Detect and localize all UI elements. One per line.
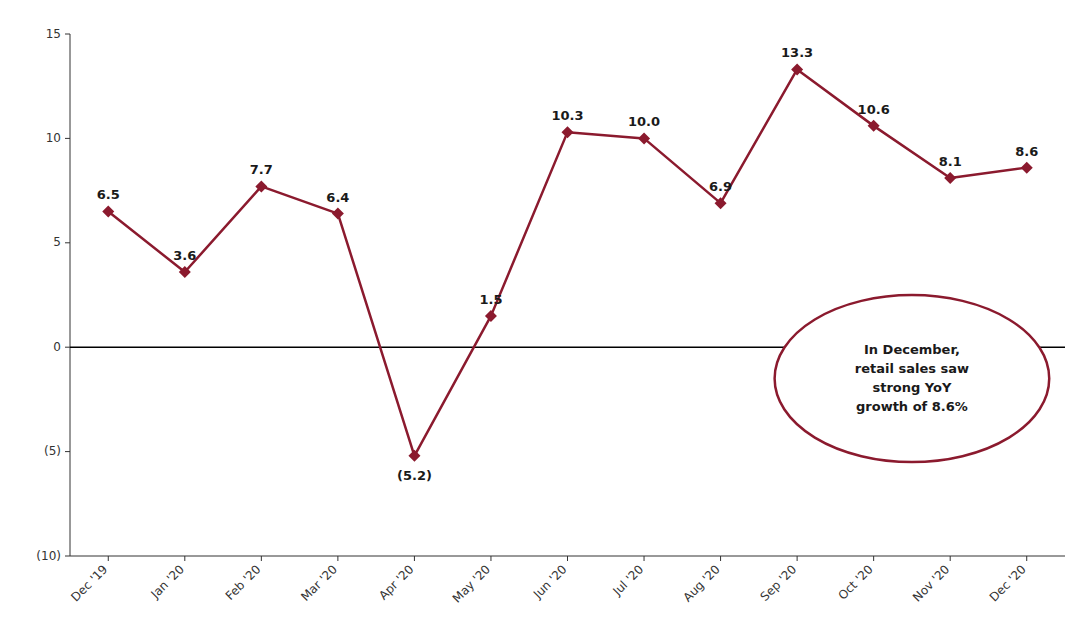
marker — [179, 266, 191, 278]
marker — [255, 180, 267, 192]
marker — [868, 120, 880, 132]
x-tick — [873, 556, 874, 561]
marker — [1021, 162, 1033, 174]
y-tick — [65, 347, 70, 348]
y-axis: (10) (5) 0 5 10 15 — [36, 27, 70, 563]
y-axis-line — [70, 34, 71, 556]
x-tick-label: Apr '20 — [376, 562, 416, 602]
data-label: 1.5 — [479, 292, 502, 307]
marker — [638, 132, 650, 144]
data-label: 8.1 — [939, 154, 962, 169]
x-tick-label: Nov '20 — [910, 562, 952, 604]
data-label: 6.9 — [709, 179, 732, 194]
x-tick-label: Mar '20 — [298, 562, 340, 604]
x-tick-label: Dec '19 — [68, 562, 110, 604]
data-label: 6.5 — [97, 187, 120, 202]
data-label: 10.3 — [551, 108, 583, 123]
x-tick — [184, 556, 185, 561]
x-axis: Dec '19 Jan '20 Feb '20 Mar '20 Apr '20 May '… — [68, 556, 1065, 605]
x-tick-label: Jun '20 — [530, 562, 570, 602]
y-tick — [65, 138, 70, 139]
marker — [562, 126, 574, 138]
marker — [715, 197, 727, 209]
plot-area — [102, 63, 1032, 461]
x-tick-label: May '20 — [450, 562, 493, 605]
x-tick-label: Jul '20 — [609, 562, 646, 599]
y-tick-label: 10 — [46, 131, 61, 145]
chart: (10) (5) 0 5 10 15 Dec '19 Jan '20 Feb '20 Mar '2… — [0, 0, 1089, 642]
x-tick — [797, 556, 798, 561]
x-tick-label: Dec '20 — [987, 562, 1029, 604]
annotation-text: In December,retail sales sawstrong YoYgr… — [855, 342, 969, 414]
marker — [791, 63, 803, 75]
x-tick — [337, 556, 338, 561]
marker — [408, 450, 420, 462]
x-tick — [261, 556, 262, 561]
data-label: 10.0 — [628, 114, 660, 129]
data-label: (5.2) — [397, 468, 432, 483]
x-tick — [644, 556, 645, 561]
annotation-ellipse — [775, 295, 1050, 462]
marker — [102, 205, 114, 217]
y-tick — [65, 34, 70, 35]
x-tick — [1026, 556, 1027, 561]
annotation: In December,retail sales sawstrong YoYgr… — [775, 295, 1050, 462]
marker — [485, 310, 497, 322]
data-label: 3.6 — [173, 248, 196, 263]
x-tick — [950, 556, 951, 561]
marker — [332, 208, 344, 220]
data-label: 7.7 — [250, 162, 273, 177]
x-tick-label: Jan '20 — [147, 562, 187, 602]
y-tick — [65, 242, 70, 243]
data-label: 13.3 — [781, 45, 813, 60]
y-tick — [65, 451, 70, 452]
x-tick — [720, 556, 721, 561]
y-tick-label: (10) — [36, 549, 61, 563]
x-tick-label: Sep '20 — [758, 562, 800, 604]
x-tick-label: Aug '20 — [680, 562, 722, 604]
marker — [944, 172, 956, 184]
x-tick-label: Oct '20 — [835, 562, 875, 602]
x-tick-label: Feb '20 — [223, 562, 264, 603]
y-tick-label: 15 — [46, 27, 61, 41]
y-tick — [65, 556, 70, 557]
y-tick-label: (5) — [44, 444, 61, 458]
data-label: 6.4 — [326, 190, 349, 205]
x-tick — [567, 556, 568, 561]
y-tick-label: 5 — [53, 235, 61, 249]
y-tick-label: 0 — [53, 340, 61, 354]
line — [108, 69, 1026, 455]
data-label: 10.6 — [858, 102, 890, 117]
x-tick — [490, 556, 491, 561]
data-label: 8.6 — [1015, 144, 1038, 159]
x-tick — [108, 556, 109, 561]
x-tick — [414, 556, 415, 561]
